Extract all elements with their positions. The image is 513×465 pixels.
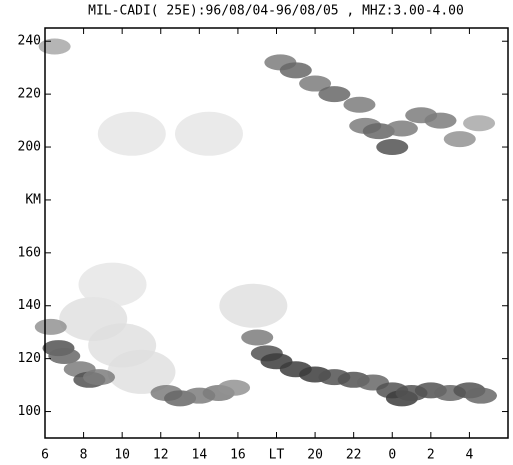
x-tick-label: 12 xyxy=(153,448,169,463)
x-tick-label: 6 xyxy=(41,448,49,463)
y-tick-label: KM xyxy=(25,192,41,207)
echo-cell xyxy=(97,111,166,156)
echo-cell xyxy=(376,139,409,156)
x-tick-label: LT xyxy=(269,448,285,463)
x-tick-label: 14 xyxy=(192,448,208,463)
chart-title: MIL-CADI( 25E):96/08/04-96/08/05 , MHZ:3… xyxy=(88,4,464,19)
echo-cell xyxy=(219,283,288,328)
echo-cell xyxy=(318,86,351,103)
echo-cell xyxy=(34,318,67,335)
y-tick-label: 200 xyxy=(18,140,41,155)
echo-cell xyxy=(424,112,457,129)
y-tick-label: 220 xyxy=(18,87,41,102)
echo-cell xyxy=(443,131,476,148)
echo-cell xyxy=(38,38,71,55)
echo-cell xyxy=(464,387,497,404)
echo-cell xyxy=(279,62,312,79)
echo-cell xyxy=(299,75,332,92)
x-tick-label: 0 xyxy=(388,448,396,463)
x-tick-label: 20 xyxy=(307,448,323,463)
echo-cell xyxy=(241,329,274,346)
x-tick-label: 8 xyxy=(80,448,88,463)
y-tick-label: 160 xyxy=(18,245,41,260)
echo-cell xyxy=(174,111,243,156)
x-tick-label: 16 xyxy=(230,448,246,463)
echo-cell xyxy=(463,115,496,132)
echo-cell xyxy=(78,262,147,307)
echo-cell xyxy=(107,349,176,394)
x-tick-label: 4 xyxy=(466,448,474,463)
echo-cell xyxy=(48,348,81,364)
x-tick-label: 10 xyxy=(114,448,130,463)
echo-cell xyxy=(218,379,251,396)
x-tick-label: 2 xyxy=(427,448,435,463)
y-tick-label: 120 xyxy=(18,351,41,366)
y-tick-label: 100 xyxy=(18,404,41,419)
echo-cell xyxy=(343,96,376,113)
y-tick-label: 140 xyxy=(18,298,41,313)
x-tick-label: 22 xyxy=(346,448,362,463)
y-tick-label: 240 xyxy=(18,34,41,49)
echo-cell xyxy=(83,369,116,386)
echo-cell xyxy=(385,120,418,137)
